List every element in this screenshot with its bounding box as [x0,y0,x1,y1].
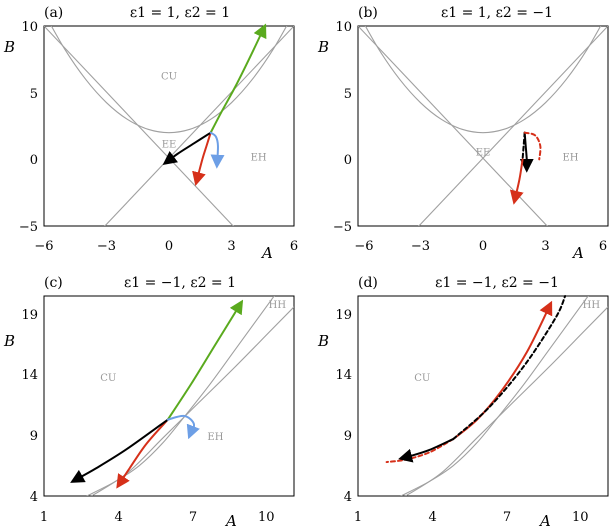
panel-a: (a) ε1 = 1, ε2 = 1 CU EE EH −6 −3 0 3 6 −5… [3,5,298,262]
panel-b-ytick: −5 [333,220,352,235]
panel-a-xtick: 6 [290,239,298,254]
panel-d-region-label: HH [583,300,601,311]
panel-c-ytick: 14 [21,368,38,383]
panel-b-xtick: −6 [354,239,373,254]
panel-c-trajectory-1 [166,299,244,421]
panel-b-boundary-parabola [364,26,602,134]
panel-c-ytick: 19 [21,308,38,323]
panel-c-trajectory-2 [116,418,169,489]
panel-c-label: (c) [44,275,63,291]
panel-d-boundary-curve-upper [400,296,589,496]
panel-a-xlabel: A [260,244,273,262]
panel-b-region-label: EH [562,153,578,164]
panel-d-label: (d) [358,275,378,291]
panel-b-xtick: −3 [411,239,430,254]
panel-a-region-label: EH [251,153,267,164]
panel-b-ytick: 0 [344,153,352,168]
panel-b-boundary-line-pos [418,26,608,226]
panel-d-boundary-curve-lower [405,306,608,496]
panel-a-xtick: −6 [34,239,53,254]
panel-c-ytick: 9 [30,429,38,444]
panel-a-trajectory-3 [162,131,212,166]
panel-b-label: (b) [358,5,378,21]
panel-c-xtick: 1 [40,510,48,525]
panel-b-trajectory-3 [509,158,524,205]
panel-a-ytick: 5 [30,87,38,102]
panel-d-title: ε1 = −1, ε2 = −1 [435,275,559,291]
panel-d-trajectory-3 [452,295,567,441]
panel-c-plot: CU EH HH [70,296,294,496]
panel-c-frame [43,295,295,497]
panel-a-boundary-line-pos [104,26,294,226]
panel-a-ytick: −5 [19,220,38,235]
panel-a-frame [43,25,295,227]
panel-c-region-label: HH [269,300,287,311]
panel-c-xlabel: A [224,512,237,530]
panel-d-xtick: 10 [572,510,589,525]
panel-b-trajectory-2 [521,131,526,161]
panel-c-xtick: 10 [258,510,275,525]
panel-a-region-label: CU [161,71,177,82]
panel-a-xtick: 3 [227,239,235,254]
panel-c-trajectory-4 [166,414,200,440]
panel-a-ylabel: B [3,38,15,56]
panel-a-xtick: 0 [165,239,173,254]
panel-d-xtick: 4 [428,510,436,525]
panel-a-region-label: EE [162,139,177,150]
panel-b-frame [357,25,609,227]
panel-a-title: ε1 = 1, ε2 = 1 [130,5,230,21]
panel-b-plot: EE EH [358,26,608,226]
panel-b-boundary-line-neg [358,26,548,226]
panel-d-ytick: 4 [344,490,352,505]
panel-a-label: (a) [44,5,63,21]
panel-a-ytick: 0 [30,153,38,168]
panel-a-plot: CU EE EH [44,23,294,226]
panel-a-trajectory-2 [192,131,212,187]
panel-b: (b) ε1 = 1, ε2 = −1 EE EH −6 −3 0 3 6 −5 … [317,5,609,262]
panel-c-title: ε1 = −1, ε2 = 1 [124,275,236,291]
panel-d-xlabel: A [538,512,551,530]
panel-d-xtick: 7 [503,510,511,525]
panel-b-ylabel: B [317,38,329,56]
panel-a-trajectory-4 [209,131,225,169]
panel-d-ytick: 19 [335,308,352,323]
panel-b-xtick: 6 [599,239,607,254]
panel-a-trajectory-1 [209,23,267,134]
panel-d-trajectory-2 [385,438,455,464]
panel-c-boundary-curve-lower [91,306,294,496]
panel-d-region-label: CU [414,373,430,384]
panel-c-trajectory-3 [70,418,169,483]
panel-a-boundary-parabola [50,26,288,134]
panel-c-xtick: 7 [189,510,197,525]
panel-b-trajectory-4 [523,131,542,161]
panel-d-frame [357,295,609,497]
panel-c-region-label: EH [207,432,223,443]
panel-a-boundary-line-neg [44,26,234,226]
panel-d-trajectory-4 [398,438,455,463]
panel-d-trajectory-1 [452,300,553,441]
panel-c-xtick: 4 [114,510,122,525]
panel-b-trajectory-1 [519,131,534,173]
panel-a-xtick: −3 [97,239,116,254]
panel-d-ytick: 9 [344,429,352,444]
panel-b-xtick: 0 [479,239,487,254]
panel-b-ytick: 10 [335,20,352,35]
panel-d-ylabel: B [317,332,329,350]
panel-c-ylabel: B [3,332,15,350]
panel-d-plot: CU HH [385,295,608,496]
panel-d-xtick: 1 [354,510,362,525]
panel-c-boundary-curve-upper [86,296,275,496]
panel-b-title: ε1 = 1, ε2 = −1 [441,5,553,21]
panel-b-region-label: EE [476,147,491,158]
panel-b-xtick: 3 [541,239,549,254]
panel-d: (d) ε1 = −1, ε2 = −1 CU HH 1 4 7 10 4 9 1… [317,275,609,530]
panel-b-xlabel: A [571,244,584,262]
panel-d-ytick: 14 [335,368,352,383]
panel-c-region-label: CU [100,373,116,384]
panel-b-ytick: 5 [344,87,352,102]
panel-a-ytick: 10 [21,20,38,35]
panel-c-ytick: 4 [30,490,38,505]
